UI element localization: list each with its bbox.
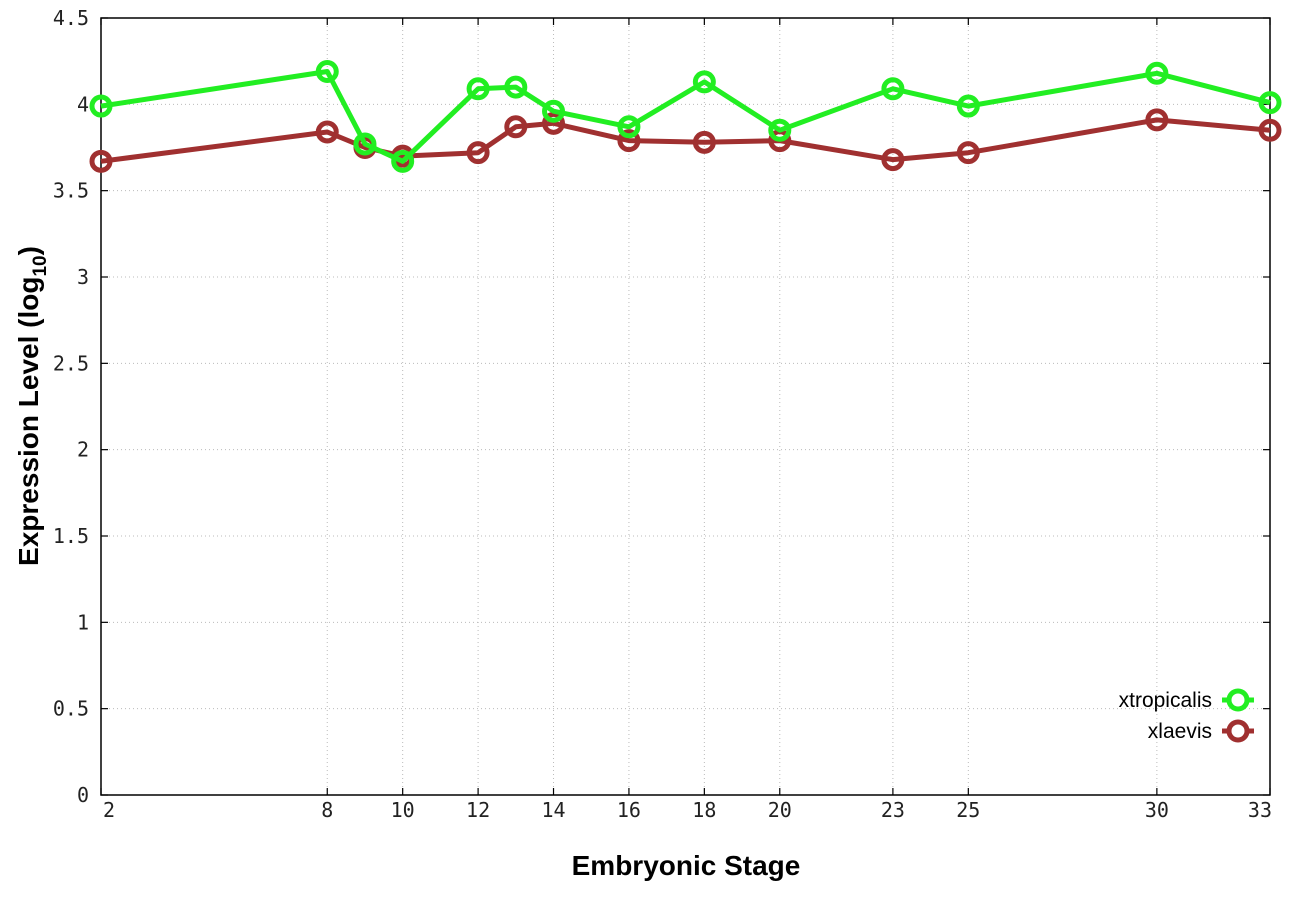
data-point-xtropicalis	[768, 118, 792, 142]
y-axis-title-sub: 10	[30, 255, 51, 276]
x-tick-label: 33	[1248, 798, 1272, 822]
data-point-xtropicalis	[542, 99, 566, 123]
data-point-xlaevis	[956, 141, 980, 165]
legend: xtropicalis xlaevis	[1119, 688, 1254, 743]
legend-entry-xlaevis: xlaevis	[1148, 719, 1254, 743]
data-point-xlaevis	[881, 148, 905, 172]
x-axis-title: Embryonic Stage	[572, 850, 801, 881]
axis-titles: Embryonic Stage Expression Level (log10)	[13, 246, 800, 881]
x-tick-label: 2	[103, 798, 115, 822]
y-tick-label: 4.5	[53, 6, 89, 30]
data-point-xtropicalis	[956, 94, 980, 118]
series-line-xlaevis	[100, 117, 1271, 164]
legend-marker-swatch	[1226, 688, 1250, 712]
data-point-xtropicalis	[315, 60, 339, 84]
y-tick-label: 0	[77, 783, 89, 807]
y-tick-label: 2	[77, 438, 89, 462]
x-tick-label: 16	[617, 798, 641, 822]
data-point-xtropicalis	[353, 132, 377, 156]
y-tick-label: 4	[77, 92, 89, 116]
x-tick-label: 30	[1145, 798, 1169, 822]
data-point-xtropicalis	[466, 77, 490, 101]
data-point-xtropicalis	[1258, 91, 1282, 115]
legend-entry-xtropicalis: xtropicalis	[1119, 688, 1254, 712]
ticks: 2 8 10 12 14 16 18 20 23 25 30 33 0 0.5 1 1.5 2 2.5 3 3.5 4 4…	[53, 6, 1272, 822]
legend-marker-swatch	[1226, 719, 1250, 743]
data-point-xlaevis	[504, 115, 528, 139]
x-tick-label: 25	[956, 798, 980, 822]
y-tick-label: 3.5	[53, 179, 89, 203]
legend-label: xtropicalis	[1119, 689, 1212, 712]
data-point-xtropicalis	[692, 70, 716, 94]
y-tick-label: 1	[77, 610, 89, 634]
data-point-xtropicalis	[504, 75, 528, 99]
data-point-xlaevis	[542, 111, 566, 135]
y-axis-title-close: )	[13, 246, 44, 255]
series-xlaevis	[89, 108, 1282, 173]
series-xtropicalis	[89, 60, 1282, 173]
data-point-xtropicalis	[391, 149, 415, 173]
y-axis-title: Expression Level (log10)	[13, 246, 51, 566]
series-layer	[89, 60, 1282, 173]
data-point-xlaevis	[617, 129, 641, 153]
plot-frame	[100, 17, 1271, 796]
series-line-xtropicalis	[100, 69, 1271, 164]
data-point-xlaevis	[466, 141, 490, 165]
x-tick-label: 12	[466, 798, 490, 822]
y-axis-title-main: Expression Level (log	[13, 277, 44, 566]
legend-label: xlaevis	[1148, 720, 1212, 743]
data-point-xlaevis	[1145, 108, 1169, 132]
data-point-xtropicalis	[617, 115, 641, 139]
data-point-xlaevis	[692, 130, 716, 154]
x-tick-label: 14	[541, 798, 565, 822]
x-tick-label: 8	[321, 798, 333, 822]
y-tick-label: 0.5	[53, 697, 89, 721]
data-point-xlaevis	[89, 149, 113, 173]
grid	[101, 18, 1270, 795]
y-tick-label: 2.5	[53, 351, 89, 375]
x-tick-label: 18	[692, 798, 716, 822]
data-point-xtropicalis	[89, 94, 113, 118]
data-point-xtropicalis	[1145, 61, 1169, 85]
x-tick-label: 10	[391, 798, 415, 822]
data-point-xlaevis	[315, 120, 339, 144]
y-tick-label: 3	[77, 265, 89, 289]
data-point-xlaevis	[1258, 118, 1282, 142]
data-point-xtropicalis	[881, 77, 905, 101]
x-tick-label: 20	[768, 798, 792, 822]
y-tick-label: 1.5	[53, 524, 89, 548]
plot-frame-group	[100, 17, 1271, 796]
x-tick-label: 23	[881, 798, 905, 822]
